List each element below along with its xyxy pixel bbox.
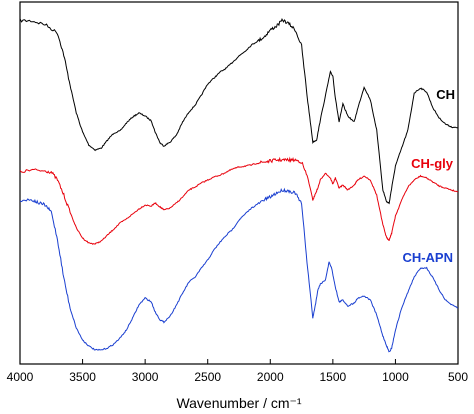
x-tick-label: 2000 <box>257 370 284 384</box>
x-tick-label: 1500 <box>320 370 347 384</box>
x-tick-label: 2500 <box>194 370 221 384</box>
x-axis-title: Wavenumber / cm⁻¹ <box>176 395 301 411</box>
x-tick-label: 3500 <box>69 370 96 384</box>
series-line-ch-apn <box>19 187 459 353</box>
x-tick-label: 1000 <box>382 370 409 384</box>
series-label-ch: CH <box>436 87 455 102</box>
x-tick-label: 3000 <box>132 370 159 384</box>
series-label-ch-gly: CH-gly <box>411 156 454 171</box>
x-tick-label: 4000 <box>7 370 34 384</box>
series-layer <box>19 18 459 353</box>
series-line-ch <box>19 18 459 205</box>
x-tick-label: 500 <box>448 370 468 384</box>
series-labels: CH CH-gly CH-APN <box>402 87 455 265</box>
series-line-ch-gly <box>19 156 459 245</box>
x-ticks: 4000 3500 3000 2500 2000 1500 1000 500 <box>7 359 468 384</box>
series-label-ch-apn: CH-APN <box>402 250 453 265</box>
plot-frame <box>19 1 459 365</box>
